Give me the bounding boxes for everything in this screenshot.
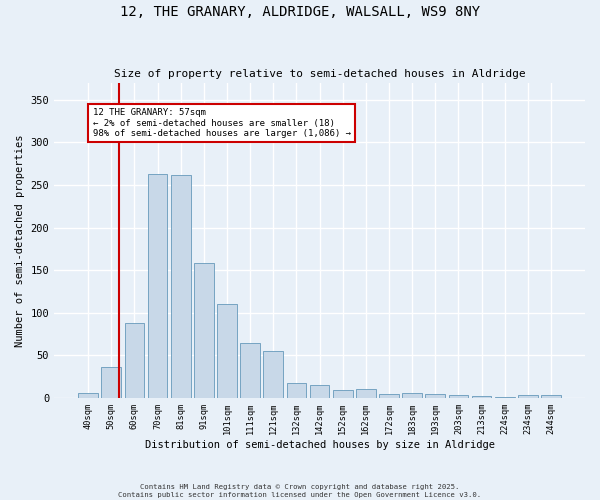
Bar [333, 390, 353, 398]
Bar [518, 394, 538, 398]
Bar [241, 342, 260, 398]
Title: Size of property relative to semi-detached houses in Aldridge: Size of property relative to semi-detach… [114, 69, 526, 79]
Bar [541, 394, 561, 398]
Bar [148, 174, 167, 398]
Bar [425, 394, 445, 398]
Bar [379, 394, 399, 398]
Bar [78, 393, 98, 398]
Text: 12 THE GRANARY: 57sqm
← 2% of semi-detached houses are smaller (18)
98% of semi-: 12 THE GRANARY: 57sqm ← 2% of semi-detac… [93, 108, 351, 138]
Bar [263, 351, 283, 398]
Bar [356, 388, 376, 398]
Bar [125, 323, 144, 398]
Bar [217, 304, 237, 398]
Y-axis label: Number of semi-detached properties: Number of semi-detached properties [15, 134, 25, 346]
Text: Contains HM Land Registry data © Crown copyright and database right 2025.
Contai: Contains HM Land Registry data © Crown c… [118, 484, 482, 498]
Text: 12, THE GRANARY, ALDRIDGE, WALSALL, WS9 8NY: 12, THE GRANARY, ALDRIDGE, WALSALL, WS9 … [120, 5, 480, 19]
Bar [287, 382, 306, 398]
Bar [403, 393, 422, 398]
Bar [495, 397, 515, 398]
Bar [310, 386, 329, 398]
Bar [194, 264, 214, 398]
Bar [472, 396, 491, 398]
Bar [101, 366, 121, 398]
Bar [171, 174, 191, 398]
X-axis label: Distribution of semi-detached houses by size in Aldridge: Distribution of semi-detached houses by … [145, 440, 494, 450]
Bar [449, 394, 468, 398]
